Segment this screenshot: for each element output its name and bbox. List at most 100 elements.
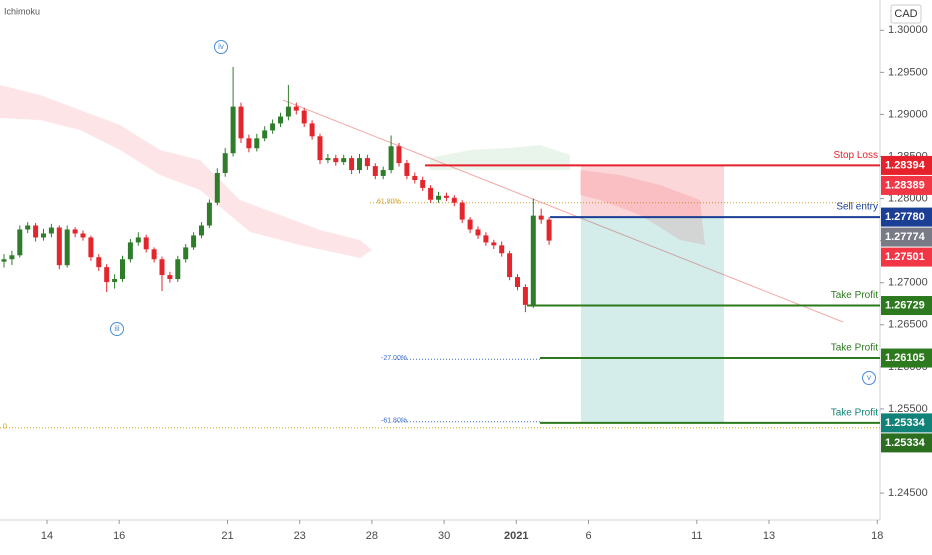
candle-body	[404, 163, 410, 176]
candle-body	[333, 158, 339, 163]
fib-label: 0	[3, 424, 7, 431]
candle-body	[459, 202, 465, 220]
candle-body	[56, 227, 62, 266]
candle-body	[364, 158, 370, 167]
indicator-name: Ichimoku	[4, 6, 40, 16]
price-label-text: 1.25334	[885, 417, 926, 429]
candle-body	[25, 225, 31, 230]
candle-body	[104, 267, 110, 283]
candle-body	[112, 279, 118, 283]
candle-body	[436, 195, 441, 200]
candle-body	[341, 158, 347, 163]
candle-body	[159, 259, 165, 276]
candle-body	[285, 106, 291, 117]
candle-body	[72, 229, 78, 234]
candle-body	[214, 172, 220, 203]
price-label	[881, 433, 932, 453]
candle-body	[135, 237, 141, 243]
candle-body	[530, 215, 536, 305]
candle-body	[64, 229, 70, 266]
candle-body	[467, 219, 473, 230]
candle-body	[475, 229, 481, 236]
candle-body	[230, 106, 236, 154]
y-tick-label: 1.25500	[888, 403, 928, 415]
candle-body	[1, 259, 7, 262]
candle-body	[199, 225, 204, 236]
level-name: Take Profit	[831, 408, 878, 419]
candle-body	[191, 235, 197, 248]
candle-body	[451, 197, 457, 203]
trend-line	[282, 99, 844, 323]
candle-body	[499, 245, 505, 254]
x-tick-label: 21	[221, 530, 233, 542]
candle-body	[246, 138, 252, 149]
price-axis	[880, 0, 932, 550]
level-name: Sell entry	[836, 202, 878, 213]
candle-body	[183, 247, 189, 260]
price-label	[881, 296, 932, 316]
candle-body	[270, 123, 276, 131]
candle-body	[143, 237, 149, 250]
price-label	[881, 155, 932, 175]
candle-body	[388, 146, 394, 171]
level-name: Take Profit	[831, 343, 878, 354]
y-tick-label: 1.27000	[888, 277, 928, 289]
y-tick-label: 1.24500	[888, 487, 928, 499]
price-label	[881, 207, 932, 227]
price-label-text: 1.27501	[885, 251, 925, 263]
candle-body	[206, 202, 212, 226]
ichimoku-cloud-bearish-future	[580, 170, 705, 245]
currency: CAD	[894, 8, 917, 20]
candle-body	[301, 110, 307, 124]
price-label	[881, 175, 932, 195]
candle-body	[120, 259, 125, 280]
y-tick-label: 1.30000	[888, 24, 928, 36]
level-name: Stop Loss	[834, 150, 878, 161]
candle-body	[317, 136, 323, 161]
candle-body	[309, 123, 315, 137]
wave-label: iii	[114, 324, 120, 333]
candle-body	[293, 106, 299, 111]
candle-body	[325, 158, 331, 161]
candle-body	[127, 242, 133, 260]
reward-zone	[581, 217, 724, 423]
price-label-text: 1.26105	[885, 352, 925, 364]
y-tick-label: 1.29500	[888, 66, 928, 78]
price-label-text: 1.28389	[885, 179, 925, 191]
x-tick-label: 16	[113, 530, 125, 542]
candle-body	[48, 227, 54, 234]
x-tick-label: 11	[691, 530, 702, 542]
candle-body	[151, 249, 157, 260]
candle-body	[262, 130, 268, 139]
candle-body	[372, 166, 378, 176]
candle-body	[222, 153, 228, 173]
candle-body	[428, 187, 434, 200]
candle-body	[88, 237, 94, 258]
wave-labels: iv iii v	[110, 40, 876, 385]
candle-body	[96, 257, 102, 268]
candle-body	[254, 138, 260, 149]
candle-body	[349, 158, 355, 171]
candle-body	[420, 179, 426, 188]
candle-body	[41, 233, 46, 238]
risk-zone	[581, 165, 724, 218]
candle-body	[175, 259, 181, 280]
candle-body	[396, 146, 402, 164]
price-label	[881, 413, 932, 433]
candle-body	[278, 116, 283, 124]
y-tick-label: 1.26500	[888, 319, 928, 331]
price-label	[881, 227, 932, 247]
candle-body	[507, 253, 513, 278]
price-label	[881, 247, 932, 267]
x-tick-label: 18	[871, 530, 883, 542]
level-name: Take Profit	[831, 290, 878, 301]
candle-body	[238, 106, 244, 139]
candle-body	[380, 170, 386, 176]
candle-body	[357, 158, 362, 171]
wave-circle	[110, 322, 124, 336]
x-tick-label: 28	[366, 530, 378, 542]
price-label-text: 1.27780	[885, 211, 925, 223]
fib-label: -61.80%	[381, 418, 407, 425]
candle-body	[522, 287, 528, 305]
